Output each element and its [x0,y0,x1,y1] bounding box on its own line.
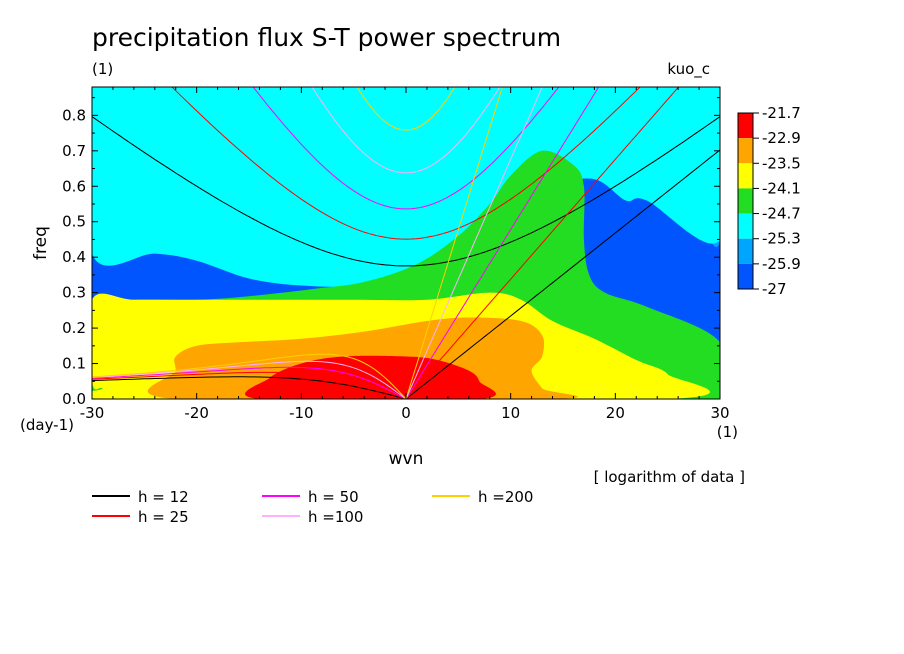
curve-h12-rossby [92,376,407,399]
colorbar-label: -25.9 [762,255,801,273]
curve-h100-kelvin [405,87,543,399]
colorbar-swatch [738,188,753,214]
curve-h12-inertio-gravity [92,116,720,267]
x-units: (1) [717,423,738,441]
colorbar-label: -25.3 [762,230,801,248]
colorbar: -21.7 -22.9 -23.5 -24.1 -24.7 -25.3 -25.9 -27 [737,104,801,298]
colorbar-label: -23.5 [762,154,801,172]
x-tick-label: -10 [289,404,314,422]
curve-h200-inertio-gravity [356,87,456,131]
dispersion-curves [92,87,720,399]
run-label: kuo_c [667,60,710,79]
curve-h25-kelvin [405,87,680,399]
x-tick-label: -20 [184,404,209,422]
title-units: (1) [92,60,113,78]
y-axis-label: freq [31,226,51,260]
colorbar-label: -27 [762,280,787,298]
colorbar-swatch [738,263,753,289]
y-tick-label: 0.7 [62,142,86,160]
legend-label: h = 12 [138,488,189,506]
y-tick-label: 0.8 [62,106,86,124]
legend-label: h = 25 [138,508,189,526]
y-tick-label: 0.0 [62,390,86,408]
y-tick-label: 0.6 [62,177,86,195]
y-tick-label: 0.1 [62,355,86,373]
curve-h50-rossby [92,366,407,399]
curve-h50-inertio-gravity [252,87,560,210]
colorbar-swatch [738,213,753,239]
x-tick-label: 30 [710,404,729,422]
y-tick-label: 0.2 [62,319,86,337]
colorbar-swatch [738,163,753,189]
curve-h50-kelvin [405,87,600,399]
legend-label: h = 50 [308,488,359,506]
legend-label: h =200 [478,488,533,506]
curve-h100-rossby [92,360,407,399]
x-tick-label: 10 [501,404,520,422]
colorbar-swatch [738,138,753,164]
curve-h200-rossby [92,353,407,399]
colorbar-label: -24.7 [762,205,801,223]
data-note: [ logarithm of data ] [594,468,745,486]
x-tick-label: -30 [80,404,105,422]
chart-title: precipitation flux S-T power spectrum [92,23,561,52]
colorbar-label: -21.7 [762,104,801,122]
curve-h200-kelvin [405,87,503,399]
legend-label: h =100 [308,508,363,526]
y-tick-label: 0.4 [62,248,86,266]
plot-area [92,87,720,399]
x-tick-label: 0 [401,404,411,422]
curve-h25-inertio-gravity [171,87,641,240]
y-units: (day-1) [20,416,74,434]
curve-h25-rossby [92,371,407,399]
curve-h12-kelvin [405,149,720,399]
x-axis-label: wvn [389,449,424,469]
colorbar-swatch [738,113,753,139]
contour-region--22.9 [245,355,496,399]
x-tick-label: 20 [606,404,625,422]
y-tick-label: 0.5 [62,213,86,231]
contour-fills [92,87,720,399]
colorbar-label: -22.9 [762,129,801,147]
axis-ticks: -30 -20 -10 0 10 20 30 0.0 0.1 0.2 0.3 0.4 0.5 0.6 0.7… [62,87,730,422]
y-tick-label: 0.3 [62,284,86,302]
colorbar-label: -24.1 [762,179,801,197]
curve-h100-inertio-gravity [311,87,501,174]
colorbar-swatch [738,238,753,264]
contour-region--25.3 [92,87,720,287]
legend: h = 12 h = 25 h = 50 h =100 h =200 [92,488,533,526]
